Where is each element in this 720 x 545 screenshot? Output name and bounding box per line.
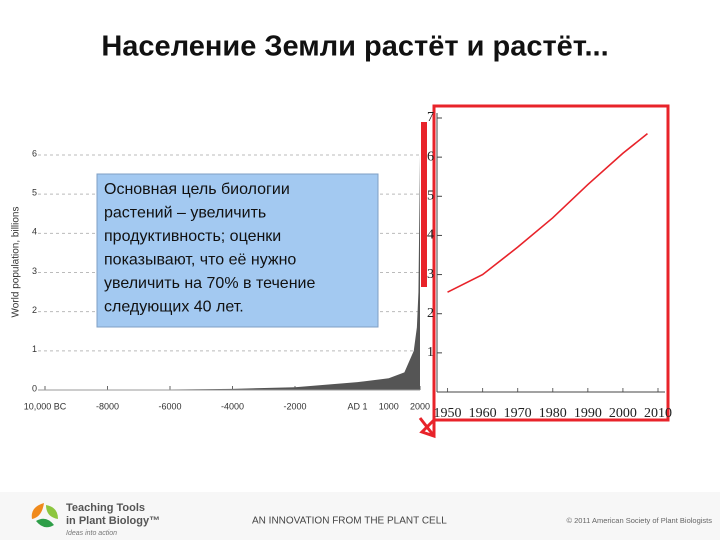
text-line: увеличить на 70% в течение	[104, 275, 315, 292]
x-tick-label: 2000	[609, 406, 637, 421]
y-axis-label: World population, billions	[11, 207, 22, 318]
y-tick-label: 5	[427, 189, 434, 204]
x-tick-label: -6000	[158, 401, 181, 411]
x-tick-label: 1000	[379, 401, 399, 411]
logo-leaf	[36, 518, 54, 528]
population-line	[447, 133, 648, 293]
x-tick-label: 1950	[434, 406, 462, 421]
footer-copyright: © 2011 American Society of Plant Biologi…	[567, 516, 713, 525]
x-tick-label: 1970	[504, 406, 532, 421]
text-line: продуктивность; оценки	[104, 228, 281, 245]
y-tick-label: 0	[32, 383, 37, 393]
arrow	[418, 416, 436, 439]
x-tick-label: -4000	[221, 401, 244, 411]
slide-title: Население Земли растёт и растёт...	[101, 31, 608, 63]
logo-leaf	[46, 505, 58, 519]
red-marker	[421, 122, 427, 287]
x-tick-label: AD 1	[347, 401, 367, 411]
text-line: растений – увеличить	[104, 205, 266, 222]
x-tick-label: 2000	[410, 401, 430, 411]
recent-chart: 1 2 3 4 5 6 7 1950 1960 1970 1980 1990 2000 2010	[427, 110, 672, 421]
text-box	[96, 173, 379, 328]
logo-leaf	[31, 503, 44, 519]
y-tick-label: 2	[32, 305, 37, 315]
text-box-lines: Основная цель биологии растений – увеличи…	[104, 181, 315, 316]
text-line: следующих 40 лет.	[104, 299, 244, 316]
footer-innovation: AN INNOVATION FROM THE PLANT CELL	[252, 516, 447, 527]
footer-brand: Teaching Tools	[66, 502, 145, 514]
x-tick-label: 1960	[469, 406, 497, 421]
y-tick-label: 4	[427, 228, 434, 243]
y-tick-label: 1	[427, 345, 434, 360]
y-tick-label: 3	[32, 266, 37, 276]
footer-brand: in Plant Biology™	[66, 515, 160, 527]
y-tick-label: 7	[427, 110, 434, 125]
y-tick-label: 3	[427, 267, 434, 282]
x-tick-label: 1990	[574, 406, 602, 421]
x-tick-label: -8000	[96, 401, 119, 411]
text-line: показывают, что её нужно	[104, 252, 296, 269]
y-tick-label: 1	[32, 344, 37, 354]
x-tick-label: -2000	[283, 401, 306, 411]
y-tick-label: 5	[32, 188, 37, 198]
y-tick-label: 4	[32, 227, 37, 237]
text-line: Основная цель биологии	[104, 181, 290, 198]
footer-tagline: Ideas into action	[66, 530, 117, 537]
x-tick-label: 10,000 BC	[24, 401, 67, 411]
y-tick-label: 6	[32, 148, 37, 158]
footer-bar	[0, 492, 720, 540]
y-tick-label: 6	[427, 149, 434, 164]
x-tick-label: 2010	[644, 406, 672, 421]
highlight-frame	[432, 104, 670, 422]
x-tick-label: 1980	[539, 406, 567, 421]
y-tick-label: 2	[427, 306, 434, 321]
